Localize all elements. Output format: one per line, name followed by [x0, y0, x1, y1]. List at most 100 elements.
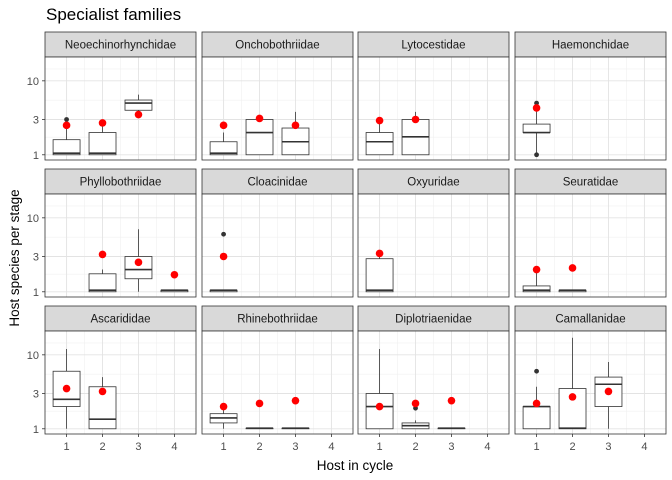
y-tick-label: 3 — [33, 114, 39, 126]
box-seuratidae-host-2 — [558, 264, 587, 293]
mean-point — [62, 384, 71, 393]
box-lytocestidae-host-2 — [401, 111, 430, 156]
panel-lytocestidae: Lytocestidae — [357, 31, 510, 161]
outlier-point — [534, 368, 539, 374]
facet-label: Neoechinorhynchidae — [65, 40, 176, 52]
mean-point — [98, 387, 107, 396]
x-tick-label: 2 — [256, 441, 262, 453]
x-tick-label: 4 — [641, 441, 647, 453]
box-rhinebothriidae-host-3 — [281, 396, 310, 430]
mean-point — [568, 264, 577, 272]
panel-cloacinidae: Cloacinidae — [201, 168, 354, 298]
box-haemonchidae-host-1 — [522, 100, 551, 158]
panel-border — [44, 193, 197, 298]
x-tick-label: 3 — [605, 441, 611, 453]
facet-strip — [357, 305, 510, 332]
mean-point — [532, 265, 541, 274]
x-tick-label: 3 — [292, 441, 298, 453]
facet-strip — [201, 305, 354, 332]
facet-label: Diplotriaenidae — [395, 314, 472, 326]
panel-ascarididae: Ascarididae 1 3 10 1 2 3 4 — [27, 305, 197, 453]
box-phyllobothriidae-host-3 — [124, 229, 153, 292]
x-tick-label: 1 — [64, 441, 70, 453]
mean-point — [568, 393, 577, 401]
facet-strip — [44, 168, 197, 195]
panel-border — [357, 56, 510, 161]
panel-phyllobothriidae: Phyllobothriidae 1 3 10 — [27, 168, 197, 299]
box-ascarididae-host-1 — [52, 348, 81, 429]
box-body — [88, 273, 117, 293]
facet-label: Cloacinidae — [247, 177, 307, 189]
x-tick-label: 3 — [135, 441, 141, 453]
box-body — [365, 393, 394, 430]
mean-point — [219, 402, 228, 411]
panel-border — [514, 330, 667, 435]
box-body — [522, 285, 551, 293]
outlier-point — [64, 117, 69, 122]
mean-point — [411, 399, 420, 408]
y-tick-label: 10 — [27, 213, 39, 225]
facet-label: Camallanidae — [555, 314, 625, 326]
box-ascarididae-host-2 — [88, 377, 117, 430]
box-body — [209, 141, 238, 156]
box-neoechinorhynchidae-host-2 — [88, 119, 117, 156]
mean-point — [532, 104, 541, 112]
x-tick-label: 2 — [412, 441, 418, 453]
panel-border — [44, 56, 197, 161]
box-diplotriaenidae-host-2 — [401, 399, 430, 430]
mean-point — [375, 249, 384, 258]
mean-point — [98, 250, 107, 259]
chart-title: Specialist families — [46, 5, 182, 24]
facet-strip — [514, 305, 667, 332]
panel-camallanidae: Camallanidae 1 2 3 4 — [514, 305, 667, 453]
outlier-point — [534, 152, 539, 158]
facet-label: Rhinebothriidae — [237, 314, 318, 326]
mean-point — [604, 387, 613, 396]
x-tick-label: 2 — [99, 441, 105, 453]
box-onchobothriidae-host-1 — [209, 121, 238, 156]
x-tick-label: 2 — [569, 441, 575, 453]
facet-label: Phyllobothriidae — [80, 177, 162, 189]
y-tick-label: 1 — [33, 424, 39, 436]
mean-point — [134, 258, 143, 267]
y-axis-title: Host species per stage — [7, 189, 22, 326]
x-tick-label: 1 — [221, 441, 227, 453]
box-body — [124, 99, 153, 111]
facet-strip — [514, 168, 667, 195]
panel-border — [357, 193, 510, 298]
mean-point — [219, 121, 228, 130]
panel-border — [201, 330, 354, 435]
box-onchobothriidae-host-2 — [245, 114, 274, 156]
box-camallanidae-host-2 — [558, 337, 587, 430]
facet-label: Onchobothriidae — [235, 40, 319, 52]
box-rhinebothriidae-host-1 — [209, 402, 238, 429]
box-oxyuridae-host-1 — [365, 249, 394, 293]
outlier-point — [221, 231, 226, 237]
x-tick-label: 4 — [171, 441, 177, 453]
panel-oxyuridae: Oxyuridae — [357, 168, 510, 298]
y-tick-label: 1 — [33, 150, 39, 162]
x-tick-label: 4 — [484, 441, 490, 453]
facet-strip — [201, 31, 354, 58]
box-body — [88, 132, 117, 156]
y-tick-label: 10 — [27, 350, 39, 362]
panel-border — [201, 193, 354, 298]
panel-haemonchidae: Haemonchidae — [514, 31, 667, 161]
x-tick-label: 1 — [534, 441, 540, 453]
panel-diplotriaenidae: Diplotriaenidae 1 2 3 4 — [357, 305, 510, 453]
box-lytocestidae-host-1 — [365, 116, 394, 156]
box-camallanidae-host-1 — [522, 368, 551, 430]
y-tick-label: 3 — [33, 251, 39, 263]
panels-layer: Neoechinorhynchidae 1 3 10 Onchobothriidae Ly… — [27, 31, 667, 453]
panel-seuratidae: Seuratidae — [514, 168, 667, 298]
mean-point — [255, 399, 264, 408]
facet-label: Ascarididae — [90, 314, 150, 326]
box-rhinebothriidae-host-2 — [245, 399, 274, 430]
box-body — [522, 406, 551, 430]
box-diplotriaenidae-host-3 — [437, 396, 466, 430]
box-body — [522, 123, 551, 133]
panel-border — [357, 330, 510, 435]
mean-point — [62, 121, 71, 130]
facet-strip — [357, 31, 510, 58]
